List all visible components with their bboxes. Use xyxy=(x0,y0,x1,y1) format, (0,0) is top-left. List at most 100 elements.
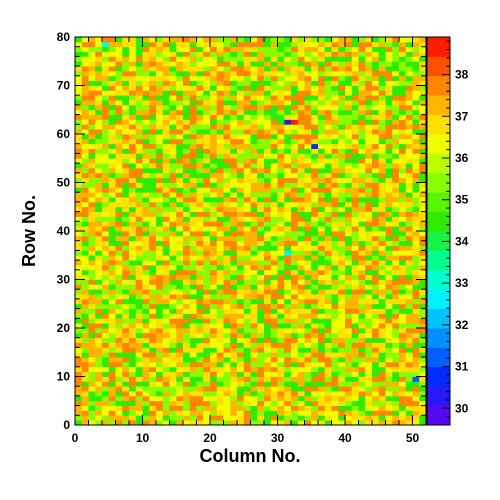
heatmap-cell xyxy=(331,100,339,106)
heatmap-cell xyxy=(385,274,393,280)
heatmap-cell xyxy=(189,56,197,62)
heatmap-cell xyxy=(405,323,413,329)
heatmap-cell xyxy=(378,119,386,125)
heatmap-cell xyxy=(405,289,413,295)
heatmap-cell xyxy=(351,134,359,140)
heatmap-cell xyxy=(270,134,278,140)
heatmap-cell xyxy=(237,172,245,179)
heatmap-cell xyxy=(318,172,326,179)
heatmap-cell xyxy=(203,221,211,227)
heatmap-cell xyxy=(291,395,299,402)
heatmap-cell xyxy=(129,245,137,251)
heatmap-cell xyxy=(405,250,413,256)
heatmap-cell xyxy=(338,85,346,91)
heatmap-cell xyxy=(230,400,238,406)
heatmap-cell xyxy=(183,90,191,96)
heatmap-cell xyxy=(203,337,211,343)
heatmap-cell xyxy=(243,303,251,309)
heatmap-cell xyxy=(122,61,130,67)
heatmap-cell xyxy=(399,201,407,208)
heatmap-cell xyxy=(331,66,339,72)
heatmap-cell xyxy=(149,172,157,179)
heatmap-cell xyxy=(405,357,413,363)
heatmap-cell xyxy=(115,328,123,334)
heatmap-cell xyxy=(358,308,366,314)
heatmap-cell xyxy=(196,391,204,397)
heatmap-cell xyxy=(264,395,272,402)
heatmap-cell xyxy=(88,100,96,106)
heatmap-cell xyxy=(102,216,110,222)
heatmap-cell xyxy=(257,313,265,319)
heatmap-cell xyxy=(412,255,420,261)
heatmap-cell xyxy=(392,279,400,285)
heatmap-cell xyxy=(412,226,420,232)
heatmap-cell xyxy=(162,298,170,305)
heatmap-cell xyxy=(358,51,366,57)
heatmap-cell xyxy=(345,148,353,154)
heatmap-cell xyxy=(385,201,393,208)
heatmap-cell xyxy=(88,400,96,406)
heatmap-cell xyxy=(102,308,110,314)
heatmap-cell xyxy=(284,80,292,86)
heatmap-cell xyxy=(419,260,427,266)
heatmap-cell xyxy=(203,376,211,382)
heatmap-cell xyxy=(162,337,170,343)
heatmap-cell xyxy=(351,318,359,324)
heatmap-cell xyxy=(250,342,258,348)
heatmap-cell xyxy=(88,226,96,232)
heatmap-cell xyxy=(372,158,380,164)
heatmap-cell xyxy=(270,308,278,314)
heatmap-cell xyxy=(203,143,211,149)
heatmap-cell xyxy=(304,41,312,48)
heatmap-cell xyxy=(189,352,197,358)
heatmap-cell xyxy=(358,177,366,183)
heatmap-cell xyxy=(277,371,285,377)
heatmap-cell xyxy=(345,104,353,111)
heatmap-cell xyxy=(250,70,258,77)
heatmap-cell xyxy=(156,264,164,271)
heatmap-cell xyxy=(345,337,353,343)
heatmap-cell xyxy=(176,420,184,426)
heatmap-cell xyxy=(203,400,211,406)
heatmap-cell xyxy=(102,381,110,387)
heatmap-cell xyxy=(149,366,157,373)
heatmap-cell xyxy=(189,124,197,130)
heatmap-cell xyxy=(230,66,238,72)
heatmap-cell xyxy=(277,308,285,314)
heatmap-cell xyxy=(270,201,278,208)
heatmap-cell xyxy=(365,109,373,115)
heatmap-cell xyxy=(331,46,339,52)
heatmap-cell xyxy=(88,138,96,145)
heatmap-cell xyxy=(277,347,285,353)
heatmap-cell xyxy=(277,201,285,208)
heatmap-cell xyxy=(257,41,265,48)
heatmap-cell xyxy=(108,294,116,300)
heatmap-cell xyxy=(149,347,157,353)
heatmap-cell xyxy=(108,260,116,266)
heatmap-cell xyxy=(142,284,150,290)
heatmap-cell xyxy=(351,235,359,242)
heatmap-cell xyxy=(135,66,143,72)
heatmap-cell xyxy=(203,124,211,130)
heatmap-cell xyxy=(358,134,366,140)
heatmap-cell xyxy=(156,405,164,411)
heatmap-cell xyxy=(419,187,427,193)
heatmap-cell xyxy=(345,163,353,169)
heatmap-cell xyxy=(237,124,245,130)
heatmap-cell xyxy=(331,245,339,251)
heatmap-cell xyxy=(378,211,386,217)
heatmap-cell xyxy=(419,182,427,188)
heatmap-cell xyxy=(223,352,231,358)
heatmap-cell xyxy=(115,342,123,348)
heatmap-cell xyxy=(108,129,116,135)
heatmap-cell xyxy=(264,318,272,324)
heatmap-cell xyxy=(169,279,177,285)
heatmap-cell xyxy=(311,70,319,77)
heatmap-cell xyxy=(149,201,157,208)
heatmap-cell xyxy=(270,66,278,72)
heatmap-cell xyxy=(210,114,218,120)
heatmap-cell xyxy=(102,46,110,52)
heatmap-cell xyxy=(378,342,386,348)
heatmap-cell xyxy=(243,51,251,57)
heatmap-cell xyxy=(358,337,366,343)
